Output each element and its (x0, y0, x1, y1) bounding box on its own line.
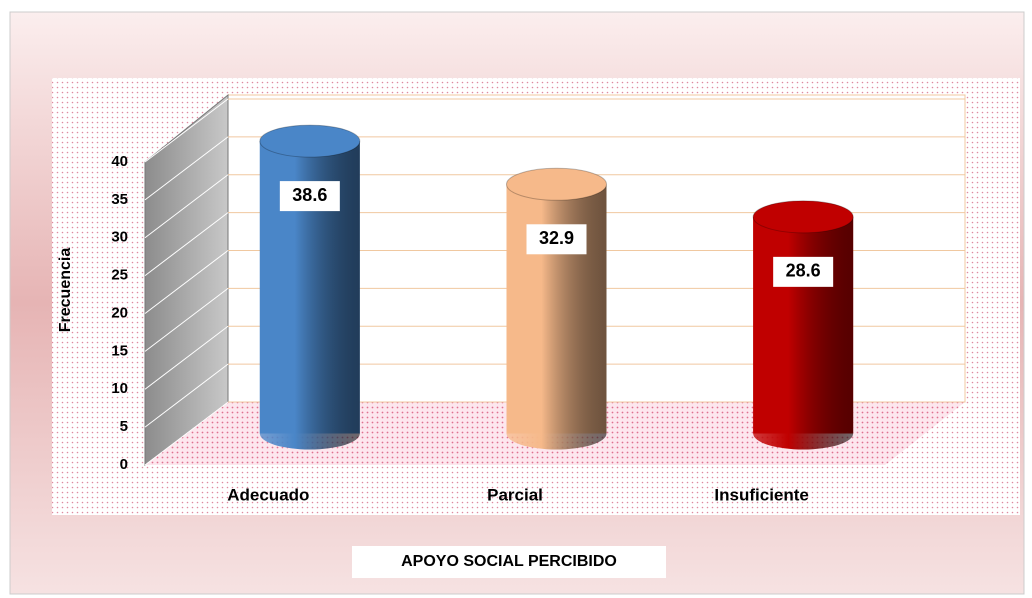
y-tick-label: 5 (120, 418, 128, 435)
grid-line (144, 287, 229, 352)
grid-line (144, 212, 229, 277)
y-tick-label: 40 (111, 153, 128, 170)
y-tick-label: 35 (111, 191, 128, 208)
x-tick-label: Adecuado (227, 485, 309, 504)
grid-line (144, 136, 229, 201)
y-tick-label: 15 (111, 342, 128, 359)
bar-top (259, 124, 361, 158)
bar (753, 216, 854, 450)
value-label: 38.6 (292, 185, 327, 205)
grid-line (144, 98, 229, 163)
value-label-box (279, 181, 340, 212)
value-label: 28.6 (786, 261, 821, 281)
grid-line (144, 325, 229, 390)
grid-line (144, 363, 229, 428)
bar (259, 141, 360, 450)
bar-top (506, 167, 607, 201)
value-label-box (526, 224, 587, 255)
bar-top (752, 200, 854, 234)
value-label-box (773, 256, 834, 287)
x-axis-label: APOYO SOCIAL PERCIBIDO (401, 553, 617, 570)
y-tick-label: 0 (120, 456, 128, 473)
y-tick-label: 25 (111, 267, 128, 284)
bar (506, 184, 607, 450)
value-label: 32.9 (539, 228, 574, 248)
grid-line (144, 401, 229, 466)
grid-line (144, 174, 229, 239)
x-tick-label: Insuficiente (714, 485, 808, 504)
grid-line (144, 250, 229, 314)
x-label-box (352, 546, 666, 578)
y-tick-label: 20 (111, 304, 128, 321)
y-axis-label: Frecuencia (57, 248, 74, 333)
x-tick-label: Parcial (487, 485, 543, 504)
y-tick-label: 10 (111, 380, 128, 397)
y-tick-label: 30 (111, 229, 128, 246)
